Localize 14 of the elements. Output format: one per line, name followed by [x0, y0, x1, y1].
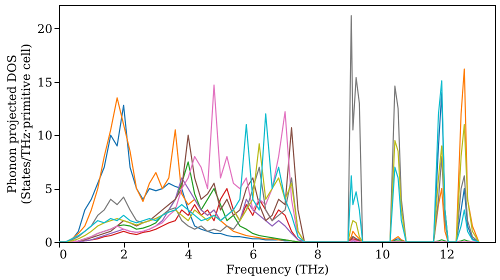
- y-tick-label: 20: [37, 22, 52, 36]
- x-tick-label: 10: [374, 248, 390, 262]
- x-tick-label: 0: [60, 248, 68, 262]
- x-axis-title: Frequency (THz): [226, 262, 329, 276]
- x-tick-label: 6: [249, 248, 258, 262]
- y-tick-label: 0: [44, 236, 52, 250]
- x-tick-label: 8: [314, 248, 322, 262]
- x-tick-label: 2: [120, 248, 128, 262]
- x-tick-label: 12: [439, 248, 455, 262]
- y-axis-title: Phonon projected DOS (States/THz·primitive cell): [5, 44, 34, 204]
- x-tick-label: 4: [184, 248, 193, 262]
- y-tick-label: 15: [37, 75, 52, 90]
- y-tick-label: 5: [44, 182, 52, 196]
- y-tick-label: 10: [37, 128, 52, 143]
